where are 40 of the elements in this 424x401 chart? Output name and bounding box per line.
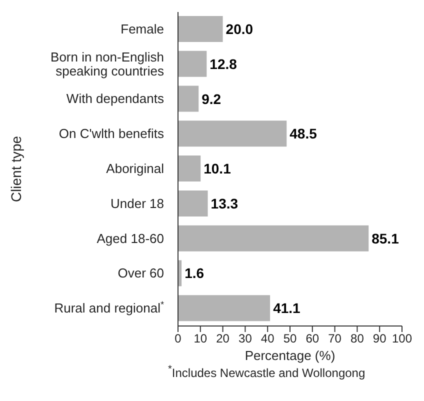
bar [178,295,270,322]
data-label: 20.0 [226,21,254,37]
x-tick-label: 20 [216,332,230,346]
y-tick-label: Aged 18-60 [96,230,164,246]
x-tick-label: 40 [260,332,275,346]
x-tick-label: 70 [328,332,342,346]
y-axis-title: Client type [8,136,24,202]
data-label: 85.1 [372,230,400,246]
bar [178,225,369,252]
text: $^{*}$Includes Newcastle and Wollongong [168,364,366,380]
bar [178,50,207,77]
x-tick-label: 90 [372,332,387,346]
x-tick-label: 50 [283,332,297,346]
y-tick-label: Rural and regional$^{*}$ [54,300,164,316]
x-tick-label: 30 [238,332,252,346]
y-tick-label: Born in non-English speaking countries [50,49,164,78]
y-tick-label: Female [120,21,164,36]
bar [178,156,201,182]
x-tick-label: 100 [392,332,412,346]
bar [178,86,199,112]
data-label: 12.8 [210,56,238,72]
bar [178,120,287,147]
y-tick-label: With dependants [66,91,164,106]
data-label: 48.5 [290,126,318,142]
x-tick-label: 60 [306,332,320,346]
y-tick-label: On C'wlth benefits [58,126,164,142]
x-axis-title: Percentage (%) [244,348,336,363]
data-label: 41.1 [273,300,301,316]
y-tick-label: Under 18 [110,196,164,211]
x-tick-label: 10 [194,332,208,346]
bar [178,16,223,42]
data-label: 9.2 [202,90,222,107]
y-tick-label: Over 60 [118,266,164,281]
bar [178,190,208,216]
y-tick-label: Aboriginal [106,161,164,176]
data-label: 1.6 [184,265,204,282]
data-label: 10.1 [204,160,232,177]
x-tick-label: 0 [174,332,182,346]
data-label: 13.3 [210,195,238,212]
x-tick-label: 80 [350,332,364,346]
